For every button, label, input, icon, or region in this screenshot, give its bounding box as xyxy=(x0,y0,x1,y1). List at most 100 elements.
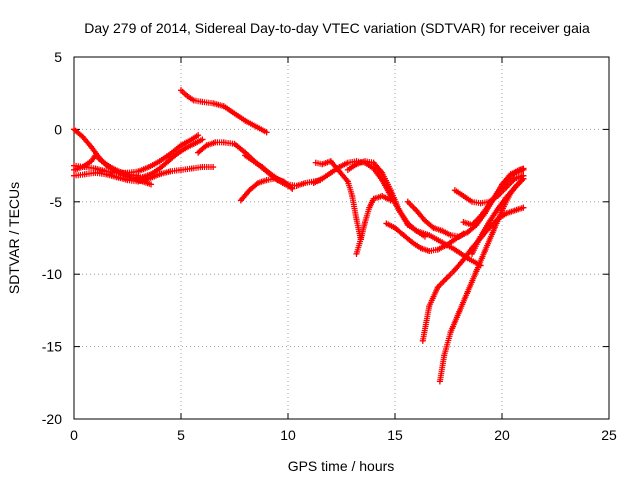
data-point xyxy=(81,171,88,178)
data-point xyxy=(156,158,163,165)
chart-title: Day 279 of 2014, Sidereal Day-to-day VTE… xyxy=(84,20,590,36)
data-point xyxy=(439,227,446,234)
data-point xyxy=(184,93,191,100)
data-point xyxy=(113,169,120,176)
series-arc-4 xyxy=(71,132,202,176)
data-point xyxy=(199,136,206,143)
data-point xyxy=(220,139,227,146)
data-point xyxy=(319,161,326,168)
data-point xyxy=(289,185,296,192)
data-point xyxy=(362,219,369,226)
data-point xyxy=(173,151,180,158)
data-point xyxy=(71,162,77,169)
data-point xyxy=(182,145,189,152)
series-arc-6 xyxy=(178,87,270,136)
data-point xyxy=(464,288,471,295)
data-point xyxy=(413,227,420,234)
data-point xyxy=(188,136,195,143)
data-point xyxy=(353,216,360,223)
data-point xyxy=(477,233,484,240)
data-point xyxy=(156,165,163,172)
data-point xyxy=(242,152,249,159)
data-point xyxy=(379,193,386,200)
data-point xyxy=(210,100,217,107)
data-point xyxy=(195,132,202,139)
data-point xyxy=(400,232,407,239)
data-point xyxy=(252,123,259,130)
data-markers xyxy=(436,175,527,385)
x-tick-label: 0 xyxy=(70,427,78,443)
y-axis-label: SDTVAR / TECUs xyxy=(6,182,22,294)
data-point xyxy=(231,140,238,147)
data-point xyxy=(310,179,317,186)
data-point xyxy=(353,250,360,257)
data-point xyxy=(88,158,95,165)
data-point xyxy=(195,149,202,156)
data-point xyxy=(139,174,146,181)
data-point xyxy=(280,178,287,185)
data-point xyxy=(237,197,244,204)
data-point xyxy=(344,166,351,173)
data-point xyxy=(81,164,88,171)
data-point xyxy=(387,187,394,194)
y-tick-label: -15 xyxy=(42,339,62,355)
data-point xyxy=(327,169,334,176)
data-point xyxy=(499,181,505,188)
data-point xyxy=(167,168,174,175)
data-point xyxy=(190,97,197,104)
data-point xyxy=(272,175,279,182)
data-point xyxy=(439,239,446,246)
data-point xyxy=(434,246,441,253)
data-point xyxy=(199,164,206,171)
data-point xyxy=(473,221,480,228)
data-point xyxy=(190,140,197,147)
data-point xyxy=(396,207,403,214)
data-point xyxy=(199,98,206,105)
data-point xyxy=(250,158,257,165)
data-point xyxy=(417,245,424,252)
y-tick-label: 5 xyxy=(54,49,62,65)
data-point xyxy=(293,182,300,189)
data-point xyxy=(451,246,458,253)
data-point xyxy=(383,220,390,227)
data-point xyxy=(456,308,463,315)
data-point xyxy=(503,184,510,191)
y-tick-label: -20 xyxy=(42,411,62,427)
data-point xyxy=(165,158,172,165)
data-point xyxy=(336,164,343,171)
y-tick-labels: -20 -15 -10 -5 0 5 xyxy=(42,49,62,427)
data-point xyxy=(148,171,155,178)
data-point xyxy=(98,158,105,165)
data-point xyxy=(178,166,184,173)
y-tick-label: -5 xyxy=(50,194,63,210)
grid-lines xyxy=(74,57,609,419)
data-point xyxy=(242,117,249,124)
data-point xyxy=(203,142,210,149)
series-arc-5 xyxy=(130,136,206,181)
data-point xyxy=(516,166,523,173)
x-tick-label: 20 xyxy=(494,427,510,443)
data-point xyxy=(434,284,441,291)
data-point xyxy=(456,233,463,240)
data-point xyxy=(145,164,152,171)
data-point xyxy=(255,179,262,186)
data-point xyxy=(520,165,527,172)
data-point xyxy=(507,171,514,178)
series-arc-20 xyxy=(404,165,527,240)
data-point xyxy=(426,303,433,310)
data-point xyxy=(319,175,326,182)
x-tick-label: 15 xyxy=(387,427,403,443)
data-point xyxy=(419,337,426,344)
data-point xyxy=(481,248,488,255)
data-point xyxy=(499,207,505,214)
data-point xyxy=(441,352,448,359)
data-point xyxy=(430,224,437,231)
data-point xyxy=(357,236,364,243)
data-point xyxy=(460,256,467,263)
data-point xyxy=(426,248,433,255)
data-point xyxy=(267,171,274,178)
data-point xyxy=(148,181,155,188)
series-arc-13 xyxy=(353,193,394,257)
data-point xyxy=(520,204,527,211)
data-point xyxy=(460,193,467,200)
